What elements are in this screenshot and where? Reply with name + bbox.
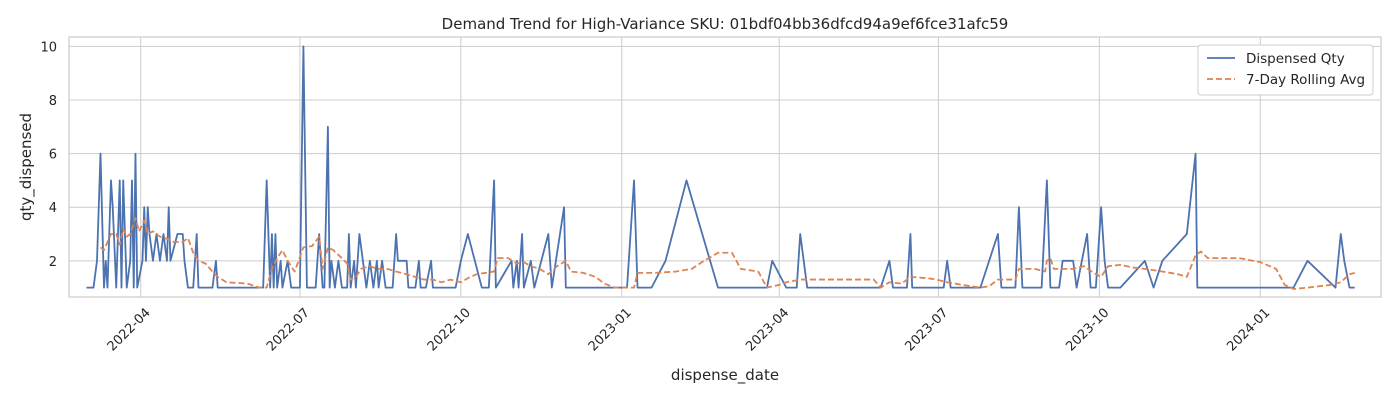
legend-box	[1197, 44, 1374, 96]
plot-area	[69, 37, 1381, 297]
chart-title: Demand Trend for High-Variance SKU: 01bd…	[442, 15, 1009, 33]
y-tick-label: 6	[49, 148, 57, 163]
y-tick-label: 10	[40, 40, 57, 55]
y-tick-label: 4	[49, 201, 57, 216]
x-axis-title: dispense_date	[671, 366, 779, 385]
series-group	[86, 45, 1355, 290]
legend: Dispensed Qty 7-Day Rolling Avg	[1197, 44, 1374, 96]
y-tick-label: 8	[49, 94, 57, 109]
legend-label-dispensed-qty: Dispensed Qty	[1246, 51, 1345, 67]
y-axis-title: qty_dispensed	[17, 113, 36, 221]
legend-label-rolling-avg: 7-Day Rolling Avg	[1246, 72, 1365, 88]
plot-frame	[68, 36, 1382, 298]
y-tick-label: 2	[49, 255, 57, 270]
series-line-rolling-avg	[99, 217, 1355, 290]
series-line-dispensed-qty	[86, 45, 1355, 289]
